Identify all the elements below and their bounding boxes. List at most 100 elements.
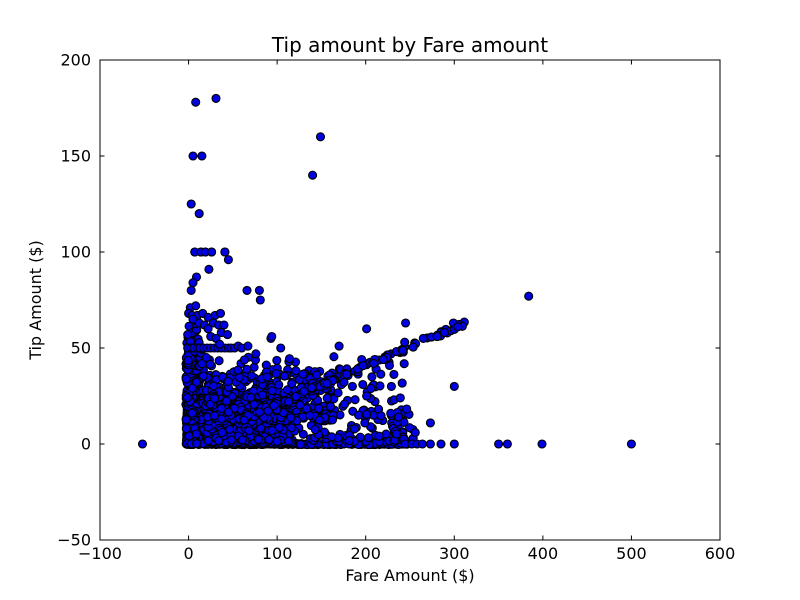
data-point xyxy=(188,278,198,288)
data-point xyxy=(418,333,428,343)
data-point xyxy=(186,199,196,209)
data-point xyxy=(339,399,350,409)
data-point xyxy=(237,435,247,445)
data-point xyxy=(327,432,337,442)
data-point xyxy=(210,411,220,421)
data-point xyxy=(305,410,315,421)
data-point xyxy=(376,369,386,379)
data-point xyxy=(425,418,435,428)
data-point xyxy=(363,433,373,443)
ticks-layer: −100 0 100 200 300 400 500 600 −50 0 50 100 150 200 xyxy=(57,51,735,564)
x-tick-label: 300 xyxy=(439,544,470,563)
data-point xyxy=(326,402,336,412)
data-point xyxy=(214,436,224,446)
x-tick-label: 100 xyxy=(262,544,293,563)
data-point xyxy=(215,308,226,318)
data-point xyxy=(258,390,268,400)
data-point xyxy=(401,318,411,328)
data-point xyxy=(315,132,326,142)
chart-title: Tip amount by Fare amount xyxy=(271,33,548,57)
data-point xyxy=(389,369,399,379)
data-point xyxy=(182,393,192,403)
data-point xyxy=(417,439,427,449)
data-point xyxy=(254,285,264,295)
data-point xyxy=(225,424,235,434)
data-point xyxy=(375,381,385,391)
data-point xyxy=(386,381,396,391)
data-point xyxy=(362,391,372,401)
data-point xyxy=(242,364,252,374)
data-point xyxy=(502,439,512,449)
data-point xyxy=(408,342,418,352)
data-point xyxy=(295,439,305,449)
data-point xyxy=(327,415,338,425)
data-point xyxy=(210,394,220,404)
data-point xyxy=(211,93,221,103)
data-point xyxy=(395,393,405,403)
data-point xyxy=(310,424,320,435)
x-axis-label: Fare Amount ($) xyxy=(345,566,474,585)
data-point xyxy=(272,355,282,365)
data-point xyxy=(226,435,236,445)
x-tick-label: 600 xyxy=(705,544,736,563)
data-point xyxy=(264,435,274,445)
data-point xyxy=(187,383,197,393)
data-point xyxy=(393,412,404,422)
x-tick-label: 400 xyxy=(528,544,559,563)
y-tick-label: 150 xyxy=(60,147,91,166)
data-point xyxy=(432,332,442,342)
data-point xyxy=(339,377,349,387)
data-point xyxy=(349,424,360,434)
y-axis-label: Tip Amount ($) xyxy=(26,240,45,361)
data-point xyxy=(251,349,261,359)
data-point xyxy=(201,353,211,363)
data-point xyxy=(524,291,534,301)
data-point xyxy=(187,408,197,418)
data-point xyxy=(194,209,204,219)
data-point xyxy=(272,436,282,447)
data-point xyxy=(216,403,226,414)
data-point xyxy=(223,376,233,386)
data-point xyxy=(425,439,435,449)
data-point xyxy=(284,354,295,364)
data-point xyxy=(333,388,343,398)
y-tick-label: 0 xyxy=(81,435,91,454)
data-point xyxy=(334,341,344,351)
data-point xyxy=(267,331,277,342)
data-point xyxy=(217,427,227,438)
data-point xyxy=(267,425,277,436)
data-point xyxy=(207,247,217,257)
data-point xyxy=(255,295,265,305)
data-point xyxy=(254,407,265,417)
data-point xyxy=(181,415,191,425)
data-point xyxy=(626,439,636,449)
data-point xyxy=(271,368,281,379)
data-point xyxy=(183,355,193,366)
y-tick-label: 200 xyxy=(60,51,91,70)
data-point xyxy=(362,409,372,419)
data-point xyxy=(282,385,292,395)
data-point xyxy=(362,324,372,334)
data-point xyxy=(453,322,463,332)
plot-area xyxy=(99,59,721,541)
data-point xyxy=(269,400,279,411)
data-point xyxy=(439,328,450,338)
data-point xyxy=(243,341,253,351)
data-point xyxy=(262,372,272,382)
data-point xyxy=(183,330,193,340)
data-point xyxy=(291,391,301,402)
data-point xyxy=(286,423,296,433)
data-point xyxy=(287,379,297,389)
y-tick-label: 50 xyxy=(71,339,91,358)
data-point xyxy=(366,383,376,394)
data-point xyxy=(436,439,446,449)
data-point xyxy=(391,429,401,439)
data-point xyxy=(286,413,296,423)
data-point xyxy=(367,372,377,382)
data-point xyxy=(222,396,232,406)
data-point xyxy=(267,386,277,396)
data-point xyxy=(329,352,339,362)
data-point xyxy=(354,410,364,420)
